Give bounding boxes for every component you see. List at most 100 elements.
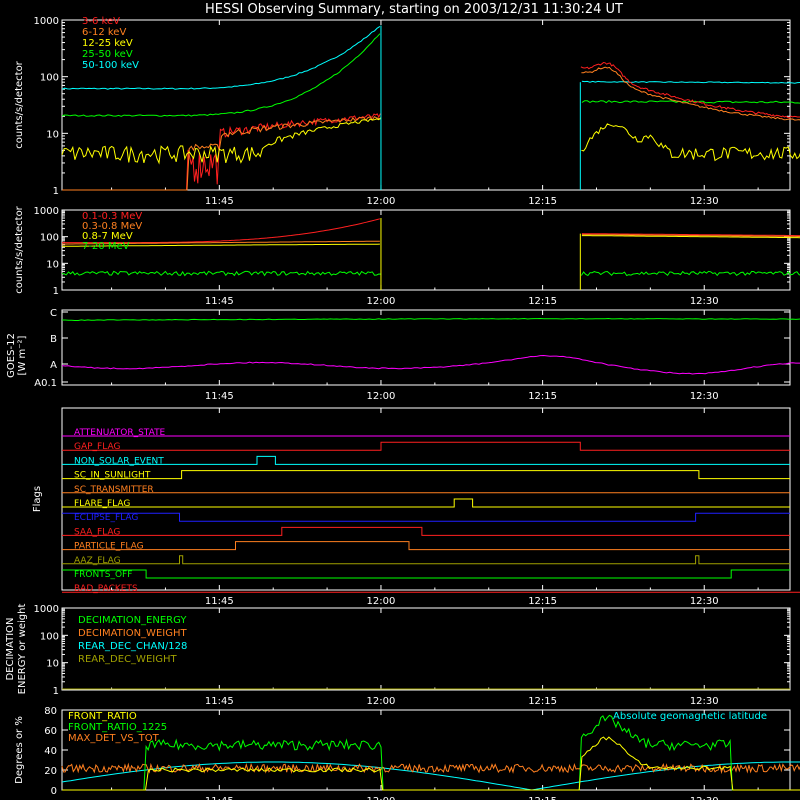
highE-time-label: 12:00: [367, 296, 396, 307]
goes-time-label: 12:00: [367, 391, 396, 402]
goes-series-long: [62, 317, 800, 321]
highE-ytick-label: 1: [53, 286, 59, 297]
lowE-ytick-label: 1: [53, 186, 59, 197]
flag-line: [62, 555, 790, 565]
flag-label: ATTENUATOR_STATE: [74, 428, 166, 438]
ratio-ytick-label: 80: [44, 706, 57, 717]
flag-label: AAZ_FLAG: [74, 556, 121, 566]
decim-ytick-label: 1000: [34, 604, 59, 615]
lowE-frame: [61, 19, 791, 191]
decim-legend-item: DECIMATION_WEIGHT: [78, 628, 187, 639]
highE-ytick-label: 10: [46, 259, 59, 270]
flag-label: SAA_FLAG: [74, 527, 120, 537]
flags-time-label: 12:30: [690, 596, 719, 607]
decim-time-label: 12:00: [367, 696, 396, 707]
ratio-series-front: [62, 736, 800, 791]
highE-series-7-20: [61, 270, 800, 277]
ratio-ytick-label: 40: [44, 746, 57, 757]
highE-series-0.1-0.3: [62, 218, 800, 244]
flag-label: SC_IN_SUNLIGHT: [74, 471, 151, 481]
lowE-ytick-label: 10: [46, 129, 59, 140]
flag-label: ECLIPSE_FLAG: [74, 513, 138, 523]
goes-series-short: [61, 354, 800, 375]
flags-ylabel: Flags: [32, 486, 43, 512]
lowE-series-6-12: [62, 66, 800, 191]
decim-ytick-label: 100: [40, 631, 59, 642]
highE-legend-item: 0.1-0.3 MeV: [82, 211, 142, 222]
lowE-legend-item: 3-6 keV: [82, 16, 120, 27]
lowE-legend-item: 6-12 keV: [82, 27, 126, 38]
flag-line: [62, 441, 790, 451]
flag-line: [62, 455, 790, 465]
flag-label: PARTICLE_FLAG: [74, 542, 144, 552]
highE-ytick-label: 1000: [34, 206, 59, 217]
flag-label: FRONTS_OFF: [74, 570, 132, 580]
ratio-annotation: Absolute geomagnetic latitude: [613, 711, 767, 722]
lowE-series-50-100: [61, 25, 800, 90]
flags-time-label: 12:15: [528, 596, 557, 607]
lowE-series-12-25: [61, 117, 800, 165]
lowE-ytick-label: 1000: [34, 16, 59, 27]
ratio-ytick-label: 20: [44, 766, 57, 777]
ratio-time-label: 12:30: [690, 796, 719, 800]
highE-time-label: 12:30: [690, 296, 719, 307]
flags-time-label: 12:00: [367, 596, 396, 607]
ratio-series-geomag: [61, 761, 800, 791]
ratio-ytick-label: 60: [44, 726, 57, 737]
decim-frame: [61, 607, 791, 691]
lowE-time-label: 12:00: [367, 196, 396, 207]
highE-series-0.3-0.8: [62, 234, 800, 245]
goes-ytick-label: C: [50, 308, 57, 319]
flag-line: [62, 591, 800, 593]
highE-frame: [61, 209, 791, 291]
lowE-legend-item: 25-50 keV: [82, 49, 133, 60]
chart-title: HESSI Observing Summary, starting on 200…: [205, 2, 623, 17]
flag-label: NON_SOLAR_EVENT: [74, 456, 164, 466]
goes-time-label: 12:30: [690, 391, 719, 402]
flag-line: [62, 569, 790, 579]
goes-ytick-label: A: [50, 360, 57, 371]
highE-series-0.8-7: [62, 235, 800, 247]
lowE-legend-item: 50-100 keV: [82, 60, 139, 71]
decim-legend-item: REAR_DEC_WEIGHT: [78, 654, 177, 665]
ratio-frame: [61, 709, 791, 791]
lowE-time-label: 12:30: [690, 196, 719, 207]
decim-ylabel-2: ENERGY or weight: [17, 604, 28, 695]
flag-label: BAD_PACKETS: [74, 584, 138, 594]
lowE-time-label: 11:45: [205, 196, 234, 207]
decim-time-label: 12:15: [528, 696, 557, 707]
ratio-time-label: 12:15: [528, 796, 557, 800]
flags-time-label: 11:45: [205, 596, 234, 607]
lowE-legend-item: 12-25 keV: [82, 38, 133, 49]
ratio-series-front1225: [62, 714, 800, 791]
ratio-legend-item: FRONT_RATIO: [68, 711, 137, 722]
ratio-legend-item: FRONT_RATIO_1225: [68, 722, 167, 733]
decim-time-label: 12:30: [690, 696, 719, 707]
flag-line: [62, 512, 790, 522]
goes-time-label: 11:45: [205, 391, 234, 402]
flag-line: [62, 470, 790, 480]
ratio-ylabel: Degrees or %: [14, 716, 25, 784]
ratio-ytick-label: 0: [51, 786, 57, 797]
flag-line: [62, 526, 790, 536]
highE-legend-item: 0.3-0.8 MeV: [82, 221, 142, 232]
decim-legend-item: DECIMATION_ENERGY: [78, 615, 187, 626]
lowE-ylabel: counts/s/detector: [14, 60, 25, 148]
decim-ylabel-1: DECIMATION: [5, 617, 16, 680]
highE-legend-item: 0.8-7 MeV: [82, 231, 133, 242]
flag-line: [62, 498, 790, 508]
flag-label: SC_TRANSMITTER: [74, 485, 154, 495]
decim-ytick-label: 1: [53, 686, 59, 697]
lowE-time-label: 12:15: [528, 196, 557, 207]
decim-ytick-label: 10: [46, 659, 59, 670]
ratio-legend-item: MAX_DET_VS_TOT: [68, 733, 160, 744]
decim-legend-item: REAR_DEC_CHAN/128: [78, 641, 187, 652]
lowE-series-25-50: [61, 33, 800, 117]
flag-label: GAP_FLAG: [74, 442, 120, 452]
highE-legend-item: 7-20 MeV: [82, 241, 130, 252]
highE-ylabel: counts/s/detector: [14, 205, 25, 293]
highE-ytick-label: 100: [40, 233, 59, 244]
goes-ytick-label: A0.1: [34, 378, 57, 389]
highE-time-label: 11:45: [205, 296, 234, 307]
